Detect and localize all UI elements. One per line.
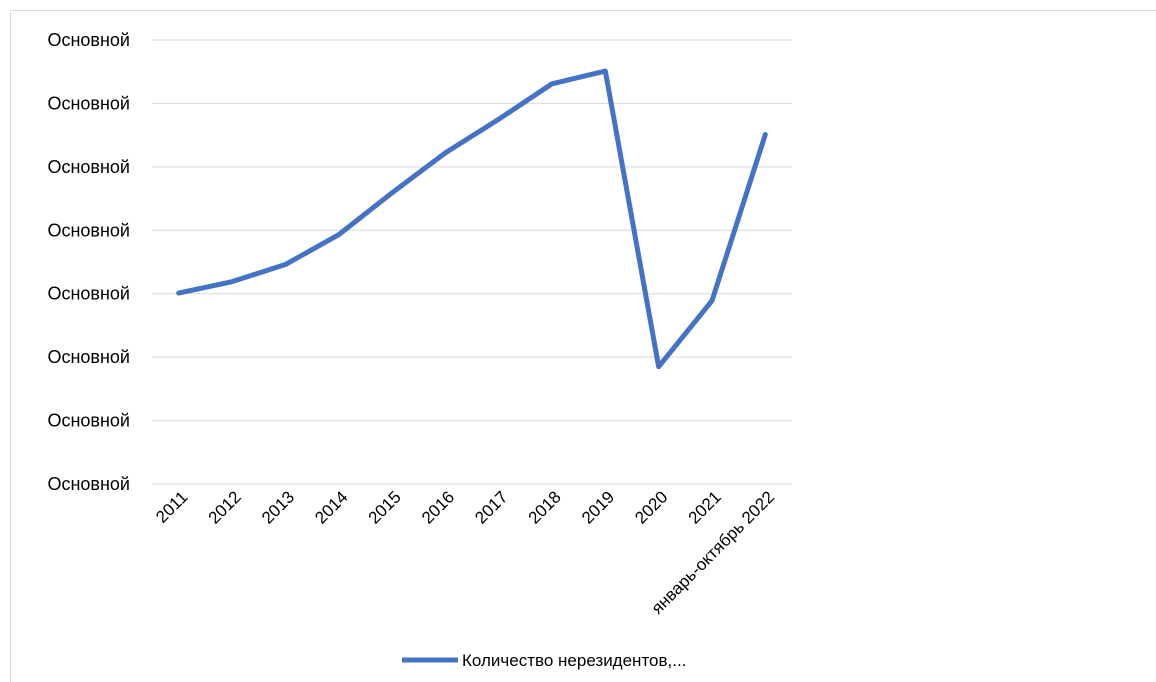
y-axis-tick-labels: Основной Основной Основной Основной Основной… — [47, 30, 130, 494]
x-tick-label: 2014 — [311, 487, 351, 527]
x-tick-label: 2017 — [471, 487, 511, 527]
y-tick-label: Основной — [47, 93, 130, 113]
x-tick-label: 2021 — [685, 487, 725, 527]
y-tick-label: Основной — [47, 30, 130, 50]
y-tick-label: Основной — [47, 411, 130, 431]
y-tick-label: Основной — [47, 220, 130, 240]
x-tick-label: 2015 — [365, 487, 405, 527]
data-points — [178, 70, 766, 367]
x-tick-label: 2018 — [525, 487, 565, 527]
y-tick-label: Основной — [47, 157, 130, 177]
x-tick-label: 2019 — [578, 487, 618, 527]
y-tick-label: Основной — [47, 474, 130, 494]
gridlines — [152, 39, 792, 485]
y-tick-label: Основной — [47, 284, 130, 304]
chart-frame — [10, 10, 1156, 682]
legend: Количество нерезидентов,... — [402, 651, 686, 670]
x-tick-label: 2013 — [258, 487, 298, 527]
x-tick-label: 2012 — [205, 487, 245, 527]
x-tick-label: 2016 — [418, 487, 458, 527]
x-axis-tick-labels: 2011 2012 2013 2014 2015 2016 2017 2018 2019 2020… — [152, 487, 778, 617]
legend-label: Количество нерезидентов,... — [462, 651, 686, 670]
x-tick-label: 2020 — [631, 487, 671, 527]
series-line — [176, 68, 768, 370]
x-tick-label: 2011 — [152, 487, 191, 526]
y-tick-label: Основной — [47, 347, 130, 367]
